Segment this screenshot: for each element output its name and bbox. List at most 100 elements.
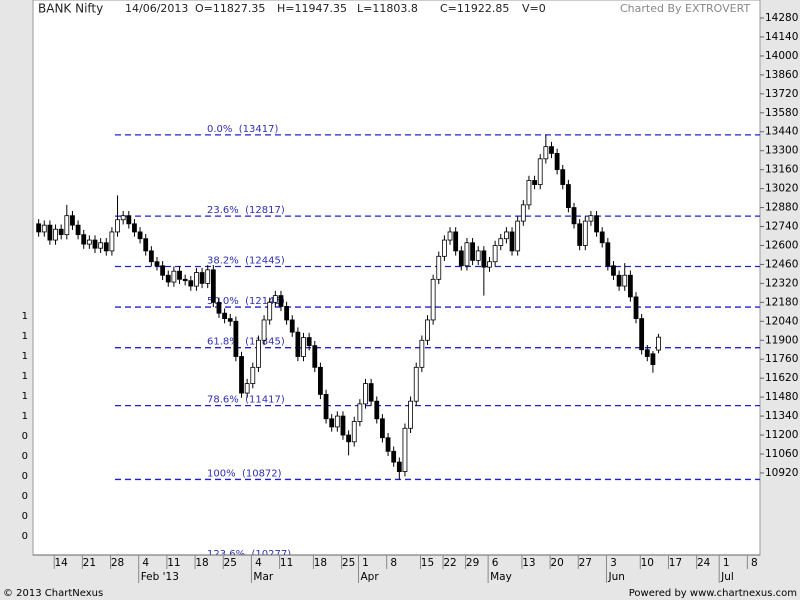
candle-body (256, 339, 261, 368)
candle-body (115, 219, 120, 233)
header-date: 14/06/2013 (125, 2, 188, 15)
candle-body (250, 366, 256, 384)
plot-area (32, 0, 761, 556)
left-axis-label: 0 (22, 451, 28, 462)
candle-body (599, 231, 605, 244)
candle-body (543, 146, 549, 160)
candle-body (205, 269, 211, 284)
candle-body (391, 450, 397, 463)
candle-body (526, 180, 532, 206)
x-tick-label: 25 (342, 557, 355, 569)
y-tick-label: 12880 (765, 202, 798, 214)
candle-body (363, 383, 368, 405)
candle-body (160, 265, 166, 276)
y-tick-label: 13580 (765, 107, 798, 119)
credit: Charted By EXTROVERT (620, 2, 750, 15)
x-tick-label: 29 (466, 557, 479, 569)
candle-body (199, 272, 205, 284)
candle-body (577, 223, 583, 246)
y-tick-label: 13020 (765, 183, 798, 195)
x-tick-label: 18 (195, 557, 208, 569)
candle-body (126, 215, 132, 225)
candle-body (334, 415, 340, 428)
x-tick-label: 3 (610, 557, 617, 569)
candle-body (458, 250, 464, 267)
candle-body (644, 349, 650, 357)
x-tick-label: 4 (142, 557, 149, 569)
candle-body (177, 270, 182, 280)
candle-body (233, 320, 239, 357)
y-tick-label: 12600 (765, 239, 798, 251)
candle-body (323, 394, 329, 420)
candle-body (605, 242, 611, 267)
x-tick-label: 11 (167, 557, 180, 569)
y-tick-label: 11760 (765, 353, 798, 365)
candle-body (380, 418, 385, 439)
x-tick-label: 28 (111, 557, 124, 569)
fib-label: 100% (10872) (207, 468, 282, 479)
candle-body (340, 415, 346, 436)
fib-label: 38.2% (12445) (207, 255, 285, 266)
candle-body (289, 319, 295, 333)
x-tick-label: 1 (723, 557, 730, 569)
candle-body (464, 242, 470, 267)
candle-body (261, 319, 267, 341)
x-tick-label: 27 (579, 557, 592, 569)
header-value: H=11947.35 (277, 2, 347, 15)
candle-body (171, 270, 177, 283)
y-tick-label: 11060 (765, 448, 798, 460)
candle-body (487, 261, 492, 268)
x-tick-label: 21 (83, 557, 96, 569)
candle-body (278, 295, 284, 307)
candle-body (222, 312, 228, 319)
y-tick-label: 13860 (765, 69, 798, 81)
month-label: Apr (361, 571, 380, 583)
y-tick-label: 12740 (765, 221, 798, 233)
candle-body (165, 274, 171, 283)
x-tick-label: 18 (314, 557, 327, 569)
candle-body (53, 228, 58, 241)
candle-body (639, 318, 645, 351)
left-axis-label: 0 (22, 431, 28, 442)
candle-body (188, 280, 194, 287)
candle-body (537, 158, 543, 185)
candle-body (425, 319, 430, 341)
candle-body (182, 278, 188, 282)
left-axis-label: 0 (22, 491, 28, 502)
candle-body (81, 234, 87, 245)
candle-body (453, 231, 459, 252)
candle-body (70, 215, 75, 226)
footer-right: Powered by www.chartnexus.com (629, 588, 797, 599)
candle-body (143, 238, 149, 252)
candle-body (515, 220, 521, 252)
candle-body (554, 153, 560, 171)
candle-body (64, 215, 70, 236)
month-label: Jul (720, 571, 734, 583)
candle-body (357, 403, 363, 422)
left-axis-label: 1 (22, 411, 28, 422)
x-tick-label: 14 (54, 557, 68, 569)
plot-content: 0.0% (13417) 23.6% (12817) 38.2% (12445) 50… (36, 124, 760, 555)
candle-body (509, 231, 515, 252)
candle-body (408, 400, 413, 429)
candle-body (594, 215, 599, 233)
candle-body (549, 146, 554, 154)
fib-label: 50.0% (12145) (207, 296, 285, 307)
left-axis-label: 0 (22, 471, 28, 482)
candle-body (611, 265, 616, 276)
candle-body (306, 337, 312, 347)
candle-body (430, 278, 436, 321)
candle-body (148, 250, 154, 263)
left-axis-label: 1 (22, 391, 28, 402)
month-label: Feb '13 (141, 571, 179, 583)
candle-body (656, 336, 661, 351)
x-tick-label: 6 (492, 557, 499, 569)
candle-body (227, 318, 233, 322)
candle-body (622, 274, 628, 287)
candle-body (312, 345, 318, 368)
candle-body (92, 239, 98, 249)
y-tick-label: 12180 (765, 296, 798, 308)
candle-body (351, 421, 357, 443)
x-tick-label: 25 (224, 557, 237, 569)
